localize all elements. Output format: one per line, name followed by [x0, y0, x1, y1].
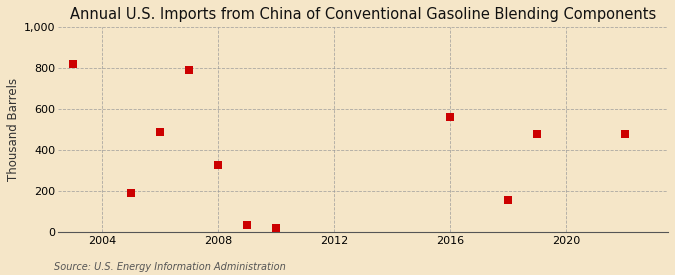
Point [184, 68, 194, 72]
Point [503, 198, 514, 202]
Point [445, 115, 456, 120]
Point [532, 131, 543, 136]
Point [155, 130, 165, 134]
Point [619, 131, 630, 136]
Point [242, 222, 252, 227]
Point [68, 62, 78, 66]
Point [271, 226, 281, 230]
Title: Annual U.S. Imports from China of Conventional Gasoline Blending Components: Annual U.S. Imports from China of Conven… [70, 7, 656, 22]
Point [213, 163, 223, 167]
Point [126, 191, 136, 195]
Text: Source: U.S. Energy Information Administration: Source: U.S. Energy Information Administ… [54, 262, 286, 272]
Y-axis label: Thousand Barrels: Thousand Barrels [7, 78, 20, 181]
